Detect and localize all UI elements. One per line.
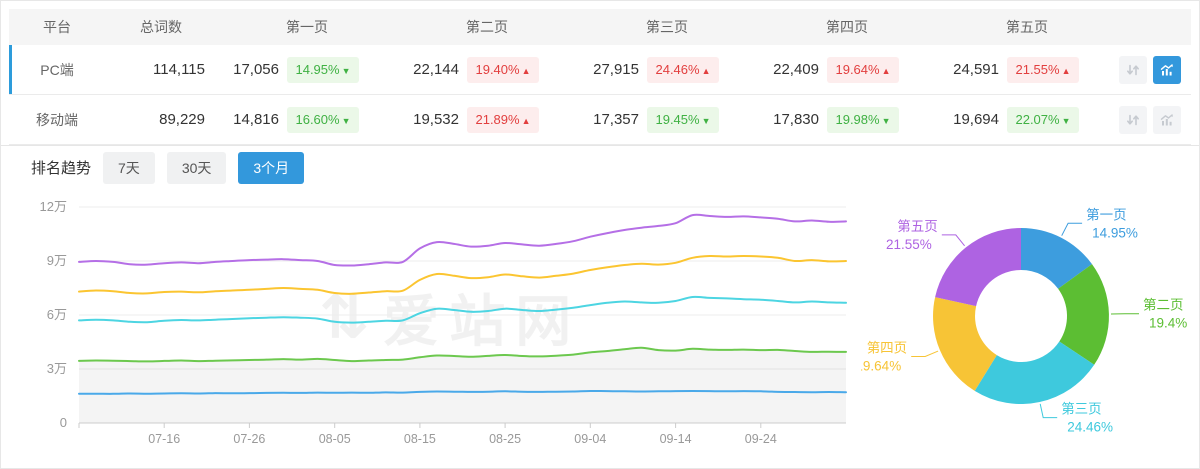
trend-arrow-icon: ▲ xyxy=(1061,65,1071,76)
sort-arrows-icon xyxy=(1125,112,1141,128)
trend-arrow-icon: ▲ xyxy=(881,65,891,76)
rank-trend-line-chart: 0 3万 6万 9万 12万 07-16 07-26 08-05 08-15 08-25 09-04… xyxy=(40,199,847,446)
platform-label: PC端 xyxy=(40,61,74,78)
page1-cell: 17,056 14.95% ▼ xyxy=(217,56,397,83)
page2-change-badge: 21.89% ▲ xyxy=(467,106,539,133)
trend-arrow-icon: ▼ xyxy=(341,115,351,126)
svg-text:09-24: 09-24 xyxy=(745,432,777,446)
page5-change-badge: 21.55% ▲ xyxy=(1007,56,1079,83)
table-header-row: 平台 总词数 第一页 第二页 第三页 第四页 第五页 xyxy=(9,9,1191,45)
svg-text:08-15: 08-15 xyxy=(404,432,436,446)
svg-text:第五页: 第五页 xyxy=(897,218,938,234)
trend-arrow-icon: ▼ xyxy=(881,115,891,126)
svg-text:第三页: 第三页 xyxy=(1061,401,1102,417)
svg-text:08-05: 08-05 xyxy=(319,432,351,446)
trend-arrow-icon: ▲ xyxy=(521,65,531,76)
svg-text:第二页: 第二页 xyxy=(1143,297,1184,313)
page5-count: 24,591 xyxy=(953,61,999,78)
page2-cell: 22,144 19.40% ▲ xyxy=(397,56,577,83)
page5-cell: 24,591 21.55% ▲ xyxy=(937,56,1117,83)
svg-text:08-25: 08-25 xyxy=(489,432,521,446)
svg-text:12万: 12万 xyxy=(40,199,67,214)
tab-30-days[interactable]: 30天 xyxy=(166,151,227,184)
page5-cell: 19,694 22.07% ▼ xyxy=(937,106,1117,133)
col-header-total-words: 总词数 xyxy=(140,19,182,35)
page2-cell: 19,532 21.89% ▲ xyxy=(397,106,577,133)
platform-label: 移动端 xyxy=(36,111,78,128)
page1-change-badge: 16.60% ▼ xyxy=(287,106,359,133)
page4-change-badge: 19.64% ▲ xyxy=(827,56,899,83)
page1-change-badge: 14.95% ▼ xyxy=(287,56,359,83)
table-row-pc[interactable]: PC端 114,115 17,056 14.95% ▼ 22,144 19.40%… xyxy=(9,45,1191,95)
page3-cell: 27,915 24.46% ▲ xyxy=(577,56,757,83)
total-words-value: 89,229 xyxy=(159,111,205,128)
svg-text:3万: 3万 xyxy=(47,361,67,376)
svg-text:21.55%: 21.55% xyxy=(886,237,932,252)
table-row-mobile[interactable]: 移动端 89,229 14,816 16.60% ▼ 19,532 21.89% ▲… xyxy=(9,95,1191,145)
page1-count: 17,056 xyxy=(233,61,279,78)
page3-count: 17,357 xyxy=(593,111,639,128)
col-header-page3: 第三页 xyxy=(646,19,688,35)
trend-arrow-icon: ▲ xyxy=(521,115,531,126)
trend-section-title: 排名趋势 xyxy=(31,160,92,177)
page3-change-badge: 19.45% ▼ xyxy=(647,106,719,133)
col-header-page1: 第一页 xyxy=(286,19,328,35)
trend-chart-button[interactable] xyxy=(1153,55,1181,84)
col-header-platform: 平台 xyxy=(43,19,71,35)
page4-count: 22,409 xyxy=(773,61,819,78)
page-distribution-donut-chart: 第一页 14.95% 第二页 19.4% 第三页 24.46% 第四页 19.64% 第五页 21… xyxy=(861,206,1187,435)
trend-arrow-icon: ▼ xyxy=(1061,115,1071,126)
bar-chart-icon xyxy=(1159,62,1175,78)
page2-change-badge: 19.40% ▲ xyxy=(467,56,539,83)
svg-text:07-16: 07-16 xyxy=(148,432,180,446)
page4-count: 17,830 xyxy=(773,111,819,128)
page3-cell: 17,357 19.45% ▼ xyxy=(577,106,757,133)
page1-cell: 14,816 16.60% ▼ xyxy=(217,106,397,133)
col-header-page2: 第二页 xyxy=(466,19,508,35)
tab-3-months[interactable]: 3个月 xyxy=(238,151,305,184)
tab-7-days[interactable]: 7天 xyxy=(103,151,155,184)
charts-area: ⇅ 爱站网 0 3万 6万 9万 12万 07-16 07-26 08-05 08-15 08-2… xyxy=(1,189,1199,468)
svg-text:第一页: 第一页 xyxy=(1086,206,1127,222)
sort-button[interactable] xyxy=(1119,105,1147,134)
page3-change-badge: 24.46% ▲ xyxy=(647,56,719,83)
trend-arrow-icon: ▼ xyxy=(701,115,711,126)
sort-arrows-icon xyxy=(1125,62,1141,78)
bar-chart-icon xyxy=(1159,112,1175,128)
svg-text:14.95%: 14.95% xyxy=(1092,225,1138,240)
svg-text:6万: 6万 xyxy=(47,307,67,322)
watermark-text: 爱站网 xyxy=(383,290,582,353)
svg-text:09-04: 09-04 xyxy=(574,432,606,446)
svg-text:07-26: 07-26 xyxy=(233,432,265,446)
page3-count: 27,915 xyxy=(593,61,639,78)
svg-text:09-14: 09-14 xyxy=(660,432,692,446)
page1-count: 14,816 xyxy=(233,111,279,128)
page5-change-badge: 22.07% ▼ xyxy=(1007,106,1079,133)
trend-arrow-icon: ▲ xyxy=(701,65,711,76)
sort-button[interactable] xyxy=(1119,55,1147,84)
svg-text:24.46%: 24.46% xyxy=(1067,420,1113,435)
col-header-page5: 第五页 xyxy=(1006,19,1048,35)
svg-text:19.4%: 19.4% xyxy=(1149,316,1187,331)
svg-text:9万: 9万 xyxy=(47,253,67,268)
rank-table: 平台 总词数 第一页 第二页 第三页 第四页 第五页 PC端 114,115 1… xyxy=(9,9,1191,145)
trend-chart-button[interactable] xyxy=(1153,105,1181,134)
page4-cell: 17,830 19.98% ▼ xyxy=(757,106,937,133)
page2-count: 22,144 xyxy=(413,61,459,78)
total-words-value: 114,115 xyxy=(153,61,205,78)
svg-text:19.64%: 19.64% xyxy=(861,359,901,374)
trend-toolbar: 排名趋势 7天 30天 3个月 xyxy=(1,145,1199,189)
page4-cell: 22,409 19.64% ▲ xyxy=(757,56,937,83)
page2-count: 19,532 xyxy=(413,111,459,128)
trend-arrow-icon: ▼ xyxy=(341,65,351,76)
svg-text:第四页: 第四页 xyxy=(867,340,908,356)
col-header-page4: 第四页 xyxy=(826,19,868,35)
svg-text:0: 0 xyxy=(60,415,67,430)
page5-count: 19,694 xyxy=(953,111,999,128)
page4-change-badge: 19.98% ▼ xyxy=(827,106,899,133)
